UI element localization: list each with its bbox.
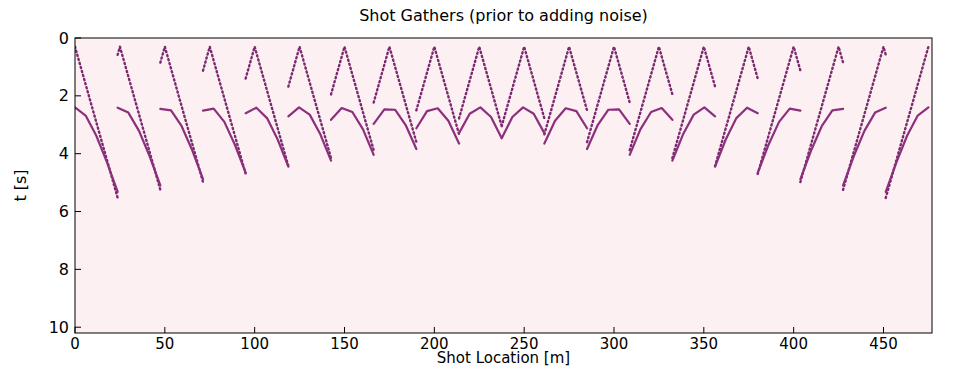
plot-background (75, 38, 932, 333)
y-tick-label: 10 (49, 318, 69, 337)
x-tick (164, 327, 165, 333)
y-tick (75, 269, 81, 270)
x-tick-label: 150 (330, 335, 359, 353)
x-tick (883, 327, 884, 333)
y-axis-title: t [s] (11, 169, 30, 201)
y-tick-label: 8 (59, 260, 69, 279)
x-tick (344, 327, 345, 333)
x-tick-label: 450 (869, 335, 898, 353)
x-tick-label: 0 (70, 335, 80, 353)
chart-title: Shot Gathers (prior to adding noise) (359, 6, 648, 25)
x-tick (75, 327, 76, 333)
y-tick (75, 327, 81, 328)
y-tick (75, 95, 81, 96)
y-tick-label: 0 (59, 29, 69, 48)
x-tick (793, 327, 794, 333)
y-tick (75, 153, 81, 154)
x-tick-label: 350 (690, 335, 719, 353)
x-tick (524, 327, 525, 333)
x-tick-label: 400 (779, 335, 808, 353)
chart: 0501001502002503003504004500246810Shot G… (0, 0, 958, 370)
x-tick-label: 300 (600, 335, 629, 353)
y-tick (75, 38, 81, 39)
y-tick-label: 2 (59, 86, 69, 105)
y-tick-label: 4 (59, 144, 69, 163)
x-tick-label: 100 (240, 335, 269, 353)
event-line (75, 47, 928, 198)
y-tick-label: 6 (59, 202, 69, 221)
x-tick (434, 327, 435, 333)
data-layer (75, 47, 928, 198)
y-tick (75, 211, 81, 212)
x-tick-label: 50 (155, 335, 174, 353)
x-tick (703, 327, 704, 333)
x-tick (613, 327, 614, 333)
event-line (75, 107, 928, 191)
x-axis-title: Shot Location [m] (437, 349, 570, 367)
plot-frame (75, 38, 932, 333)
x-tick (254, 327, 255, 333)
